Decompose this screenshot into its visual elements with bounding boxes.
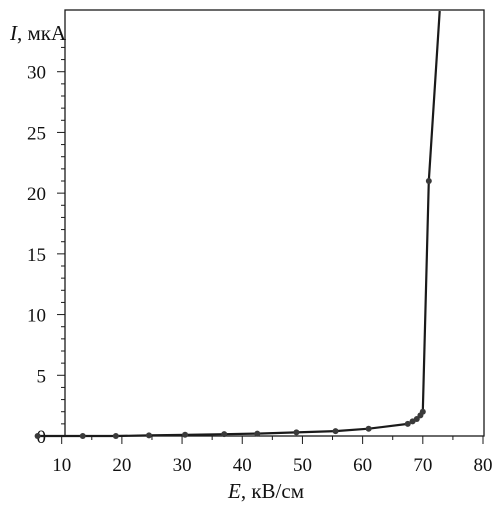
y-tick-label: 0 bbox=[37, 427, 47, 448]
y-axis-variable: I bbox=[9, 21, 18, 45]
data-point bbox=[112, 433, 119, 439]
y-tick-label: 30 bbox=[27, 63, 46, 84]
data-point bbox=[182, 431, 189, 438]
x-tick-label: 10 bbox=[52, 455, 71, 476]
y-tick-label: 10 bbox=[27, 306, 46, 327]
x-tick-label: 60 bbox=[353, 455, 372, 476]
x-axis-ticks: 10 20 30 40 50 60 70 80 bbox=[52, 436, 493, 476]
data-point bbox=[145, 432, 152, 439]
data-point bbox=[332, 428, 339, 435]
data-point bbox=[221, 431, 228, 438]
data-point bbox=[365, 425, 372, 432]
x-tick-label: 70 bbox=[413, 455, 432, 476]
data-point bbox=[425, 178, 432, 184]
x-tick-label: 80 bbox=[474, 455, 493, 476]
data-point bbox=[419, 408, 426, 415]
data-series bbox=[34, 10, 441, 439]
y-tick-label: 15 bbox=[27, 245, 46, 266]
data-point bbox=[293, 429, 300, 436]
data-point bbox=[254, 430, 261, 437]
y-axis-ticks: 0 5 10 15 20 25 30 bbox=[27, 46, 65, 448]
y-tick-label: 25 bbox=[27, 123, 46, 144]
data-point bbox=[79, 433, 86, 439]
x-axis-unit: , кВ/см bbox=[241, 479, 304, 503]
x-axis-title: E, кВ/см bbox=[227, 479, 304, 503]
x-tick-label: 20 bbox=[112, 455, 131, 476]
data-point bbox=[34, 433, 41, 439]
y-tick-label: 5 bbox=[37, 366, 47, 387]
x-tick-label: 30 bbox=[173, 455, 192, 476]
y-axis-unit: , мкА bbox=[17, 21, 67, 45]
series-line bbox=[37, 10, 441, 438]
data-point bbox=[413, 416, 420, 422]
plot-frame bbox=[64, 9, 485, 437]
data-point bbox=[404, 420, 411, 427]
y-tick-label: 20 bbox=[27, 184, 46, 205]
x-axis-variable: E bbox=[227, 479, 241, 503]
x-tick-label: 50 bbox=[293, 455, 312, 476]
y-axis-title: I, мкА bbox=[9, 21, 67, 45]
x-tick-label: 40 bbox=[233, 455, 252, 476]
